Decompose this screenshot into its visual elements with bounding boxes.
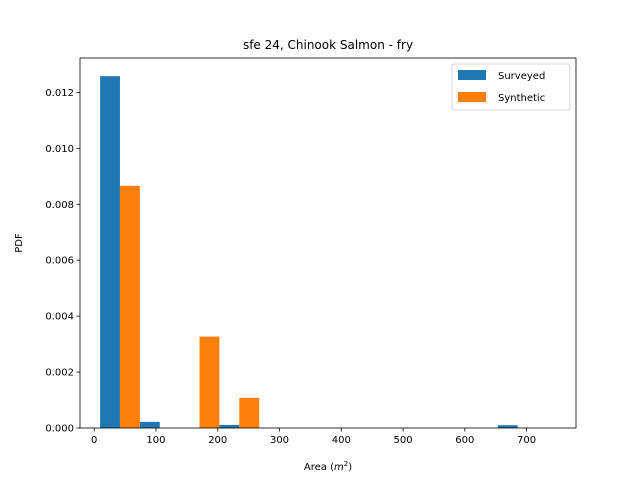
x-tick-label: 700 — [517, 435, 536, 446]
x-tick-label: 500 — [394, 435, 413, 446]
y-tick-label: 0.006 — [45, 256, 74, 267]
bar-surveyed-10 — [497, 425, 518, 428]
y-axis: 0.000 0.002 0.004 0.006 0.008 0.010 0.012 — [45, 88, 80, 435]
x-tick-label: 200 — [208, 435, 227, 446]
x-tick-label: 100 — [146, 435, 165, 446]
x-axis-label: Area (m2) — [304, 460, 352, 473]
plot-frame — [79, 57, 577, 429]
bar-surveyed-0 — [100, 76, 120, 429]
legend-label-synthetic: Synthetic — [498, 93, 545, 104]
bar-surveyed-1 — [139, 421, 160, 428]
x-tick-label: 300 — [270, 435, 289, 446]
y-tick-label: 0.002 — [45, 368, 74, 379]
bar-synthetic-2 — [199, 336, 220, 428]
x-axis: 0 100 200 300 400 500 600 700 — [91, 428, 536, 446]
y-tick-label: 0.004 — [45, 312, 74, 323]
bar-synthetic-3 — [239, 397, 260, 428]
bar-surveyed-3 — [219, 424, 240, 428]
x-tick-label: 400 — [332, 435, 351, 446]
legend-label-surveyed: Surveyed — [498, 71, 545, 82]
y-axis-label: PDF — [14, 233, 25, 253]
y-tick-label: 0.000 — [45, 424, 74, 435]
x-tick-label: 600 — [455, 435, 474, 446]
plot-area — [100, 76, 518, 429]
y-tick-label: 0.010 — [45, 144, 74, 155]
legend-swatch-surveyed — [458, 70, 486, 80]
x-tick-label: 0 — [91, 435, 97, 446]
y-tick-label: 0.012 — [45, 88, 74, 99]
y-tick-label: 0.008 — [45, 200, 74, 211]
bar-synthetic-0 — [119, 185, 140, 428]
legend: Surveyed Synthetic — [451, 63, 571, 111]
chart-title: sfe 24, Chinook Salmon - fry — [243, 38, 413, 52]
legend-swatch-synthetic — [458, 92, 486, 102]
